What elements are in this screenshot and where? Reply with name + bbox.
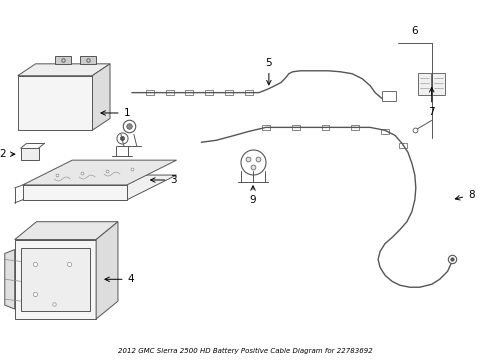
Bar [165,90,173,95]
Bar [291,125,299,130]
Bar [244,90,252,95]
Polygon shape [55,56,71,64]
Polygon shape [92,64,110,130]
Bar [431,73,444,95]
Bar [185,90,193,95]
Polygon shape [22,160,176,185]
Bar [145,90,153,95]
Polygon shape [18,76,92,130]
Text: 7: 7 [427,87,434,117]
Bar [262,125,269,130]
Bar [380,129,388,134]
Polygon shape [96,222,118,319]
Polygon shape [15,222,118,239]
Text: 9: 9 [249,186,256,205]
Bar [321,125,329,130]
Polygon shape [5,249,15,309]
Bar [350,125,359,130]
Text: 3: 3 [150,175,177,185]
Text: 5: 5 [265,58,272,85]
Polygon shape [22,185,126,200]
Bar [225,90,233,95]
Polygon shape [22,175,176,200]
Text: 2012 GMC Sierra 2500 HD Battery Positive Cable Diagram for 22783692: 2012 GMC Sierra 2500 HD Battery Positive… [118,348,372,354]
Polygon shape [80,56,96,64]
Polygon shape [20,248,90,311]
Polygon shape [18,64,110,76]
Text: 8: 8 [454,190,474,200]
Bar [398,143,406,148]
Text: 6: 6 [411,26,417,36]
Polygon shape [20,148,39,160]
Text: 1: 1 [101,108,130,118]
Text: 4: 4 [105,274,134,284]
Bar [417,73,430,95]
Bar [381,91,395,100]
Polygon shape [15,239,96,319]
Bar [205,90,213,95]
Text: 2: 2 [0,149,15,159]
